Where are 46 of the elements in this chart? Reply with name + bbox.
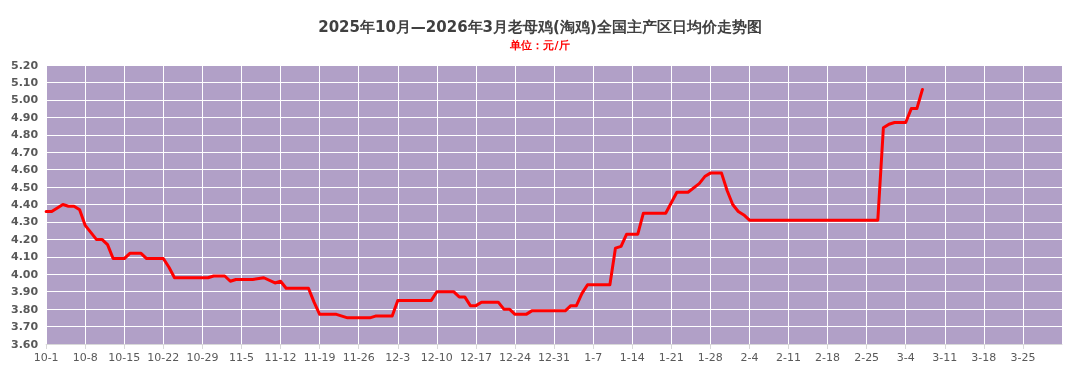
y-tick-label: 4.40: [11, 198, 39, 211]
x-tick-label: 11-12: [264, 351, 297, 364]
y-tick-label: 4.50: [11, 180, 39, 194]
x-tick-label: 1-14: [619, 351, 645, 364]
x-tick-label: 10-1: [33, 351, 59, 364]
x-tick-label: 11-5: [229, 351, 254, 364]
x-tick-label: 3-25: [1010, 351, 1036, 364]
x-tick-label: 3-4: [896, 351, 915, 364]
x-tick-label: 1-28: [697, 351, 723, 364]
x-tick-label: 2-18: [815, 351, 841, 364]
y-tick-label: 4.60: [11, 163, 39, 177]
x-tick-label: 2-4: [740, 351, 759, 364]
y-tick-label: 3.70: [11, 320, 39, 334]
x-tick-label: 3-11: [932, 351, 958, 364]
x-tick-label: 1-7: [584, 351, 603, 364]
y-tick-label: 4.10: [11, 250, 39, 264]
y-tick-label: 3.80: [11, 302, 39, 316]
y-tick-label: 3.60: [11, 337, 39, 351]
x-tick-label: 10-15: [108, 351, 141, 364]
x-tick-label: 10-22: [147, 351, 180, 364]
chart-title: 2025年10月—2026年3月老母鸡(淘鸡)全国主产区日均价走势图: [318, 17, 762, 36]
x-tick-label: 12-3: [385, 351, 411, 364]
x-tick-label: 1-21: [658, 351, 684, 364]
x-tick-label: 2-25: [854, 351, 880, 364]
y-tick-label: 4.90: [11, 110, 39, 124]
y-tick-label: 4.30: [11, 215, 39, 229]
x-tick-label: 10-8: [72, 351, 98, 364]
y-tick-label: 4.80: [11, 128, 39, 142]
y-tick-label: 5.20: [11, 58, 39, 72]
y-tick-label: 5.10: [11, 75, 39, 89]
x-tick-label: 11-19: [303, 351, 336, 364]
x-tick-label: 12-17: [459, 351, 492, 364]
y-tick-label: 4.00: [11, 267, 39, 281]
x-tick-label: 12-24: [499, 351, 531, 364]
y-tick-label: 5.00: [11, 93, 39, 107]
y-tick-label: 3.90: [11, 285, 39, 299]
x-tick-label: 12-10: [420, 351, 453, 364]
x-tick-label: 2-11: [776, 351, 801, 364]
chart-subtitle: 单位：元/斤: [509, 39, 570, 52]
y-tick-label: 4.20: [11, 232, 39, 246]
line-series: [44, 87, 924, 320]
x-tick-label: 12-31: [538, 351, 571, 364]
x-tick-label: 3-18: [971, 351, 997, 364]
y-tick-label: 4.70: [11, 145, 39, 159]
x-tick-label: 11-26: [342, 351, 375, 364]
x-tick-label: 10-29: [186, 351, 219, 364]
